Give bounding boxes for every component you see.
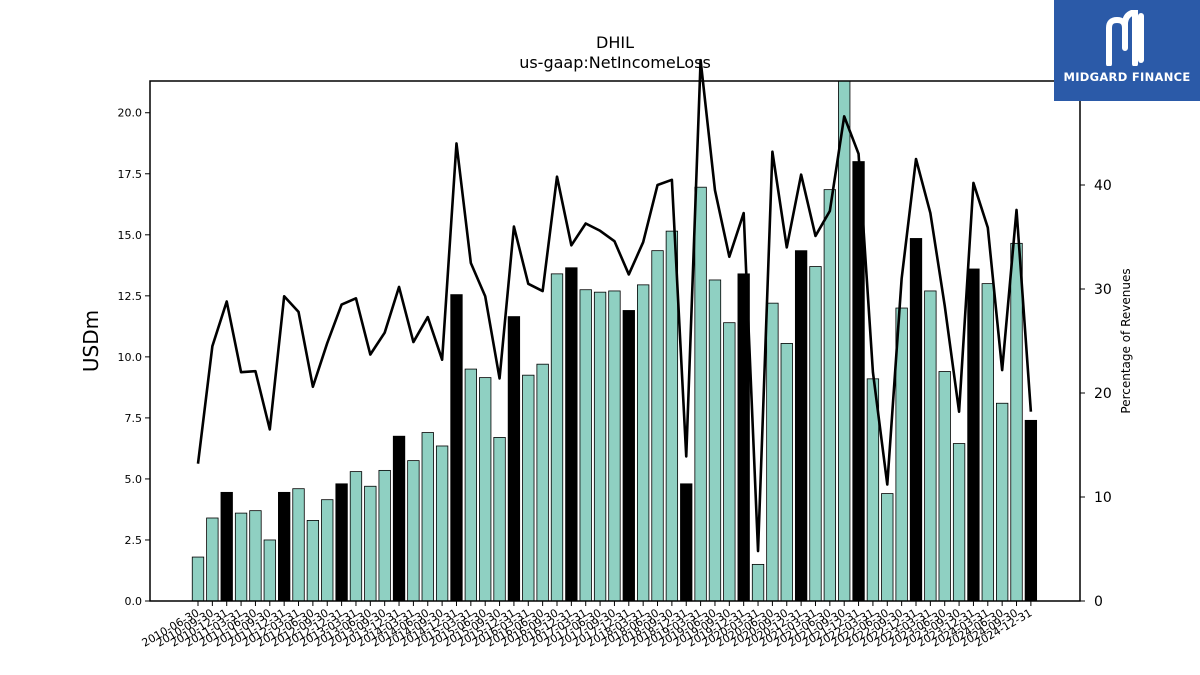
bar xyxy=(550,273,564,602)
bar xyxy=(996,402,1009,602)
bar xyxy=(924,290,937,602)
y-right-tick-label: 0 xyxy=(1094,594,1103,610)
bar xyxy=(364,485,377,602)
bar xyxy=(378,469,391,602)
y-tick-label: 12.5 xyxy=(118,290,143,303)
bar xyxy=(306,520,320,602)
bar xyxy=(565,267,578,602)
bar xyxy=(321,499,334,602)
line-layer xyxy=(196,58,1033,553)
x-axis: 2010-06-302010-09-302010-12-312011-03-31… xyxy=(140,601,1034,650)
y-axis-label-left: USDm xyxy=(79,310,103,372)
bar xyxy=(234,512,248,602)
y-right-tick-label: 30 xyxy=(1094,282,1112,298)
percentage-line xyxy=(196,58,1033,553)
bar xyxy=(593,291,607,602)
bar xyxy=(249,510,262,602)
bar xyxy=(680,483,693,602)
bar xyxy=(335,483,348,602)
bar xyxy=(751,563,765,602)
bar xyxy=(794,250,808,602)
bar xyxy=(780,343,793,602)
bar xyxy=(507,316,521,602)
logo-text: MIDGARD FINANCE xyxy=(1063,70,1191,84)
midgard-m-logo-icon xyxy=(1106,10,1144,66)
y-tick-label: 15.0 xyxy=(118,229,143,242)
bar xyxy=(694,186,707,602)
bar xyxy=(220,491,233,602)
y-tick-label: 7.5 xyxy=(125,412,143,425)
bar xyxy=(909,238,923,602)
bar xyxy=(708,279,722,602)
bar xyxy=(637,284,650,602)
y-tick-label: 20.0 xyxy=(118,107,143,120)
bar xyxy=(1024,419,1038,602)
y-tick-label: 5.0 xyxy=(125,473,143,486)
bars-layer xyxy=(191,80,1038,602)
bar xyxy=(292,488,305,602)
bar xyxy=(349,471,363,602)
bar xyxy=(479,377,492,602)
bar xyxy=(263,539,276,602)
bar xyxy=(881,493,894,602)
y-axis-label-right: Percentage of Revenues xyxy=(1119,268,1133,413)
y-tick-label: 2.5 xyxy=(125,534,143,547)
bar xyxy=(435,445,449,602)
bar xyxy=(952,443,966,602)
chart-title: DHIL xyxy=(596,33,634,52)
y-right-tick-label: 10 xyxy=(1094,490,1112,506)
y-right-tick-label: 20 xyxy=(1094,386,1112,402)
bar xyxy=(838,80,851,602)
right-axis: 01020304050 xyxy=(1080,74,1112,610)
bar xyxy=(766,302,779,602)
left-axis: 0.0 2.5 5.0 7.5 10.0 12.5 15.0 17.5 20.0 xyxy=(118,107,150,608)
plot-frame xyxy=(149,80,1081,602)
bar xyxy=(823,189,836,602)
bar xyxy=(493,437,506,602)
bar xyxy=(278,491,291,602)
bar xyxy=(967,268,980,602)
y-tick-label: 17.5 xyxy=(118,168,143,181)
bar xyxy=(522,374,535,602)
bar xyxy=(206,517,219,602)
bar xyxy=(536,363,549,602)
chart-subtitle: us-gaap:NetIncomeLoss xyxy=(519,53,711,72)
bar xyxy=(809,266,822,602)
y-tick-label: 10.0 xyxy=(118,351,143,364)
bar xyxy=(392,435,406,602)
bar xyxy=(608,290,621,602)
y-tick-label: 0.0 xyxy=(125,595,143,608)
bar xyxy=(981,283,994,602)
bar xyxy=(579,289,592,602)
y-right-tick-label: 40 xyxy=(1094,178,1112,194)
bar xyxy=(191,556,205,602)
bar xyxy=(723,322,736,602)
bar xyxy=(407,460,420,602)
bar xyxy=(1010,242,1023,602)
bar xyxy=(622,310,635,602)
bar xyxy=(464,368,477,602)
bar xyxy=(938,371,951,602)
bar xyxy=(450,294,463,602)
midgard-finance-logo: MIDGARD FINANCE xyxy=(1054,0,1200,101)
bar xyxy=(665,230,679,602)
bar xyxy=(651,250,664,602)
bar xyxy=(421,432,434,602)
